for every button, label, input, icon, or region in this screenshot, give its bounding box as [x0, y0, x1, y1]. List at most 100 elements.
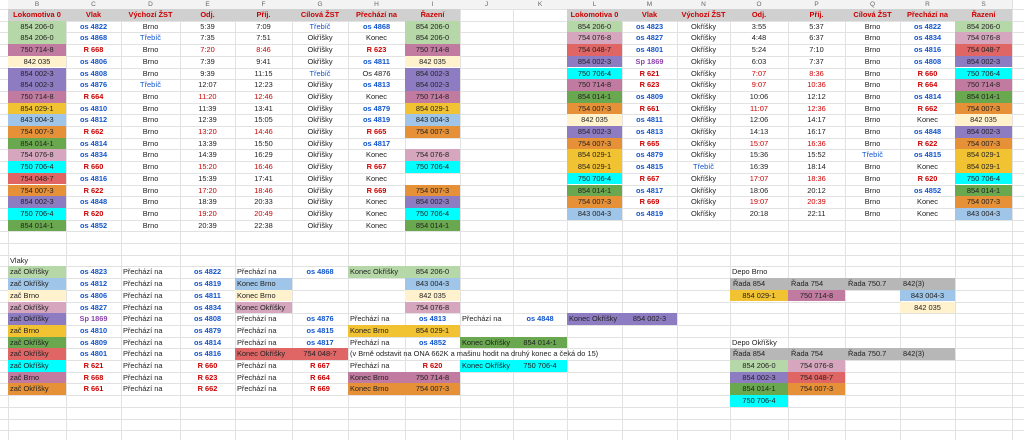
- train-chain-cell: Konec Okříšky: [348, 266, 405, 279]
- table-cell: R 622: [917, 138, 938, 148]
- table-cell: os 4822: [913, 21, 942, 31]
- table-cell: 854 002-3: [8, 79, 66, 91]
- depot-cell: 854 002-3: [730, 371, 788, 384]
- table-cell: Okříšky: [690, 208, 717, 218]
- table-cell: Okříšky: [690, 21, 717, 31]
- train-chain-cell: Přechází na: [123, 290, 163, 300]
- table-cell: os 4852: [913, 185, 942, 195]
- table-cell: os 4815: [913, 150, 942, 160]
- grid-row-line: [0, 324, 1024, 326]
- train-chain-cell: 750 714-8: [405, 371, 460, 384]
- table-cell: R 664: [917, 80, 938, 90]
- table-cell: R 665: [366, 127, 387, 136]
- depot-cell: 854 029-1: [730, 289, 788, 302]
- table-cell: Os 4876: [362, 68, 391, 78]
- table-cell: Třebíč: [309, 21, 331, 31]
- depot-header: Řada 854: [730, 348, 788, 360]
- table-cell: Konec: [366, 33, 387, 43]
- train-chain-cell: os 4876: [306, 314, 334, 324]
- table-cell: 15:52: [807, 150, 826, 160]
- train-chain-cell: os 4879: [193, 325, 222, 335]
- table-cell: Brno: [142, 68, 159, 78]
- table-cell: Okříšky: [307, 162, 333, 172]
- table-cell: Brno: [864, 80, 881, 90]
- grid-row-line: [0, 348, 1024, 350]
- train-chain-cell: os 4816: [193, 349, 222, 359]
- table-cell: 16:17: [807, 127, 826, 136]
- table-cell: Okříšky: [307, 91, 333, 101]
- grid-row-line: [0, 55, 1024, 57]
- header-cell: Příj.: [235, 9, 292, 21]
- train-chain-cell: os 4813: [418, 314, 447, 324]
- train-chain-cell: os 4868: [306, 267, 334, 277]
- table-cell: 15:50: [254, 138, 273, 148]
- header-cell: Přechází na: [348, 9, 405, 21]
- table-cell: 7:10: [809, 45, 824, 55]
- table-cell: 7:37: [809, 56, 824, 66]
- depot-cell: 842 035: [900, 301, 955, 314]
- table-cell: 16:36: [807, 138, 826, 148]
- table-cell: 9:07: [751, 80, 767, 90]
- table-cell: os 4811: [636, 115, 663, 125]
- table-cell: 750 714-8: [8, 44, 66, 56]
- train-chain-cell: 750 706-4: [513, 360, 567, 372]
- table-cell: 10:36: [807, 80, 826, 90]
- column-letter: O: [730, 0, 788, 9]
- table-cell: 5:39: [200, 21, 215, 31]
- table-cell: os 4876: [79, 80, 108, 90]
- table-cell: 754 007-3: [405, 184, 460, 197]
- train-chain-cell: 854 206-0: [405, 266, 460, 279]
- table-cell: Brno: [864, 21, 881, 31]
- table-cell: 842 035: [955, 114, 1012, 126]
- train-chain-cell: Konec Okříšky: [235, 348, 292, 360]
- train-chain-cell: Přechází na: [123, 372, 163, 382]
- train-chain-cell: Přechází na: [123, 279, 163, 289]
- table-cell: 750 706-4: [405, 161, 460, 173]
- grid-row-line: [0, 137, 1024, 139]
- table-cell: 854 029-1: [567, 149, 622, 162]
- table-cell: 12:46: [254, 91, 273, 101]
- table-cell: R 662: [83, 127, 104, 136]
- train-chain-cell: Přechází na: [123, 314, 163, 324]
- train-chain-cell: os 4823: [79, 267, 108, 277]
- train-chain-cell: Přechází na: [350, 337, 390, 347]
- depot-header: Řada 754: [788, 348, 845, 360]
- table-cell: 854 014-1: [567, 184, 622, 197]
- train-chain-cell: os 4822: [193, 267, 222, 277]
- table-cell: Okříšky: [307, 56, 333, 66]
- train-chain-cell: zač Okříšky: [8, 348, 66, 360]
- table-cell: Okříšky: [307, 150, 333, 160]
- train-chain-cell: Přechází na: [123, 325, 163, 335]
- table-cell: Okříšky: [690, 68, 717, 78]
- depot-cell: 754 076-8: [788, 360, 845, 372]
- table-cell: 16:29: [254, 150, 273, 160]
- train-chain-cell: os 4809: [79, 337, 108, 347]
- grid-row-line: [0, 32, 1024, 34]
- table-cell: os 4834: [79, 150, 108, 160]
- table-cell: 12:12: [807, 91, 826, 101]
- grid-row-line: [0, 90, 1024, 92]
- column-letter: P: [788, 0, 845, 9]
- table-cell: 854 014-1: [8, 219, 66, 232]
- train-chain-cell: Přechází na: [237, 372, 277, 382]
- train-chain-cell: R 668: [83, 372, 104, 382]
- grid-row-line: [0, 126, 1024, 127]
- train-chain-cell: os 4852: [418, 337, 447, 347]
- column-letter: L: [567, 0, 622, 9]
- table-cell: 854 206-0: [8, 20, 66, 33]
- table-cell: R 669: [639, 197, 660, 207]
- grid-row-line: [0, 313, 1024, 315]
- table-cell: 20:49: [254, 208, 273, 218]
- table-cell: Konec: [917, 115, 938, 125]
- table-cell: os 4816: [913, 45, 942, 55]
- table-cell: os 4814: [79, 138, 108, 148]
- grid-row-line: [0, 9, 1024, 10]
- column-letter: H: [348, 0, 405, 9]
- header-cell: Odj.: [180, 9, 235, 21]
- table-cell: 854 002-3: [405, 67, 460, 80]
- table-cell: 750 714-8: [405, 44, 460, 56]
- table-cell: 754 007-3: [955, 196, 1012, 208]
- table-cell: 20:18: [749, 208, 769, 218]
- train-chain-cell: Přechází na: [123, 384, 163, 394]
- table-cell: 12:23: [254, 80, 273, 90]
